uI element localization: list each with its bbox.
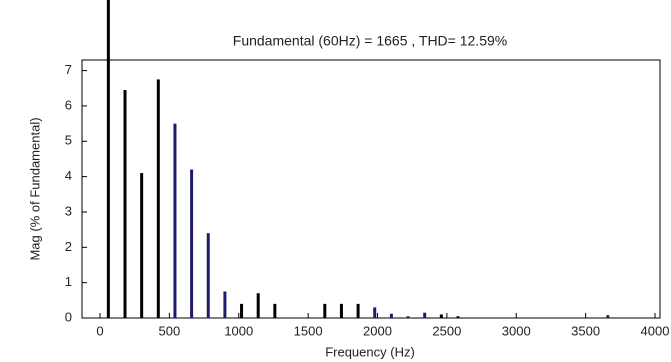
bar	[123, 90, 127, 318]
bar	[240, 303, 244, 318]
x-tick-label: 1000	[224, 323, 253, 338]
y-axis-label: Mag (% of Fundamental)	[27, 117, 42, 260]
chart-title: Fundamental (60Hz) = 1665 , THD= 12.59%	[233, 33, 507, 49]
x-tick-label: 500	[159, 323, 181, 338]
bar	[356, 303, 360, 318]
bars	[106, 0, 610, 318]
x-tick-label: 3000	[502, 323, 531, 338]
plot-area	[81, 59, 661, 319]
x-tick-label: 3500	[571, 323, 600, 338]
x-tick-label: 2500	[432, 323, 461, 338]
bar	[439, 314, 443, 318]
x-tick-label: 1500	[294, 323, 323, 338]
x-tick-label: 2000	[363, 323, 392, 338]
bar	[223, 291, 227, 318]
y-tick-label: 7	[65, 62, 72, 77]
x-tick-label: 0	[96, 323, 103, 338]
y-tick-label: 3	[65, 203, 72, 218]
y-tick-label: 4	[65, 168, 72, 183]
y-tick-label: 1	[65, 274, 72, 289]
y-tick-label: 5	[65, 133, 72, 148]
bar	[106, 0, 110, 318]
y-tick-label: 2	[65, 239, 72, 254]
bar	[456, 316, 460, 318]
bar	[606, 315, 610, 318]
bar	[373, 307, 377, 318]
bar	[140, 173, 144, 318]
bar	[423, 312, 427, 318]
bar	[190, 169, 194, 318]
bar	[256, 293, 260, 318]
x-tick-label: 4000	[641, 323, 670, 338]
y-tick-label: 0	[65, 309, 72, 324]
bar	[339, 303, 343, 318]
bar	[156, 79, 160, 318]
x-axis-label: Frequency (Hz)	[325, 344, 415, 359]
bar	[323, 303, 327, 318]
y-tick-label: 6	[65, 97, 72, 112]
bar	[173, 123, 177, 318]
bar	[389, 313, 393, 318]
bar	[406, 316, 410, 318]
bar	[206, 233, 210, 318]
bar	[273, 303, 277, 318]
